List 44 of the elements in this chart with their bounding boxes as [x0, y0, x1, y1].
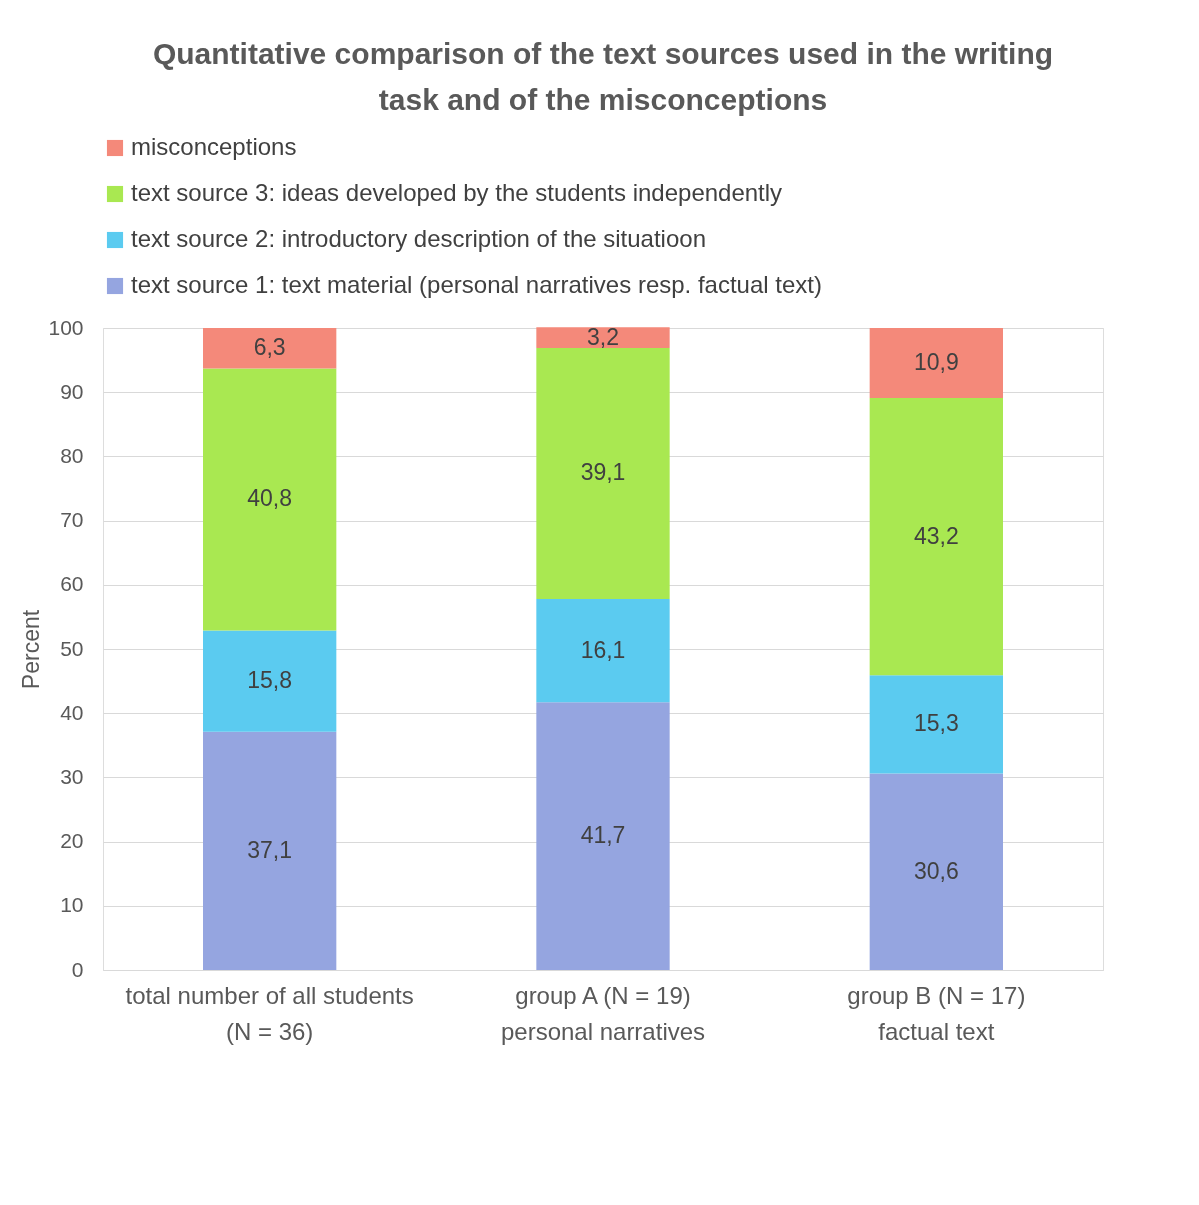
bar	[536, 702, 670, 970]
y-tick-label: 90	[60, 379, 84, 403]
y-axis-title: Percent	[18, 609, 45, 690]
y-tick-label: 40	[60, 700, 84, 724]
data-label: 3,2	[587, 323, 619, 350]
bar	[203, 328, 337, 369]
bar	[536, 347, 670, 599]
data-label: 16,1	[580, 636, 626, 663]
x-tick-label: total number of all students (N = 36)	[125, 981, 414, 1045]
y-tick-label: 100	[48, 315, 84, 339]
y-tick-label: 70	[60, 508, 84, 532]
data-label: 15,8	[247, 667, 293, 694]
y-tick-label: 60	[60, 572, 84, 596]
bar	[203, 368, 337, 631]
y-tick-label: 80	[60, 443, 84, 467]
legend-label: text source 1: text material (personal narratives resp. factual text)	[131, 271, 822, 298]
bar	[536, 598, 670, 703]
bar	[536, 327, 670, 348]
legend-label: text source 2: introductory description of the situatioon	[131, 225, 706, 252]
data-label: 39,1	[580, 459, 626, 486]
bar	[869, 328, 1003, 398]
bar	[869, 397, 1003, 676]
data-label: 15,3	[913, 710, 959, 737]
bar	[869, 773, 1003, 970]
y-tick-label: 20	[60, 829, 84, 853]
x-tick-label: group B (N = 17) factual text	[847, 981, 1026, 1045]
y-tick-label: 30	[60, 764, 84, 788]
data-label: 30,6	[913, 857, 959, 884]
data-label: 37,1	[247, 836, 293, 863]
bar	[203, 630, 337, 732]
data-label: 43,2	[913, 522, 959, 549]
bar	[203, 731, 337, 970]
chart-title: Quantitative comparison of the text sources used in the writing task and of the misconceptions	[152, 37, 1054, 116]
y-tick-label: 10	[60, 893, 84, 917]
legend-label: misconceptions	[131, 133, 297, 160]
data-label: 6,3	[253, 334, 286, 361]
y-tick-label: 50	[60, 636, 84, 660]
y-tick-label: 0	[71, 957, 84, 981]
bar	[869, 675, 1003, 774]
data-label: 41,7	[580, 822, 626, 849]
x-tick-label: group A (N = 19) personal narratives	[500, 981, 706, 1045]
data-label: 40,8	[247, 485, 293, 512]
legend-label: text source 3: ideas developed by the students independently	[131, 179, 783, 206]
data-label: 10,9	[913, 348, 959, 375]
